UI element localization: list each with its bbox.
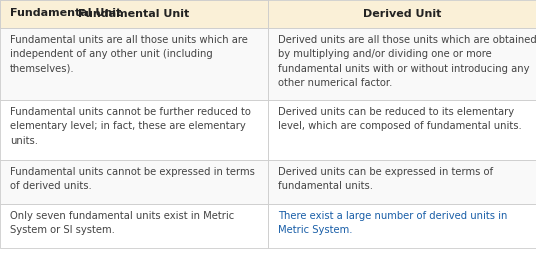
Text: Fundamental units cannot be further reduced to
elementary level; in fact, these : Fundamental units cannot be further redu… (10, 107, 251, 146)
Text: Fundamental Unit: Fundamental Unit (10, 8, 121, 18)
Text: Derived units can be reduced to its elementary
level, which are composed of fund: Derived units can be reduced to its elem… (278, 107, 522, 131)
Bar (268, 160, 536, 204)
Text: Fundamental units cannot be expressed in terms
of derived units.: Fundamental units cannot be expressed in… (10, 167, 255, 191)
Text: Derived units can be expressed in terms of
fundamental units.: Derived units can be expressed in terms … (278, 167, 493, 191)
Bar (0, 0, 268, 28)
Bar (0, 160, 268, 204)
Bar (268, 28, 536, 100)
Text: Fundamental Unit: Fundamental Unit (78, 9, 190, 19)
Bar (0, 0, 268, 28)
Bar (0, 100, 268, 160)
Bar (268, 0, 536, 28)
Text: There exist a large number of derived units in
Metric System.: There exist a large number of derived un… (278, 211, 508, 235)
Bar (0, 28, 268, 100)
Bar (268, 100, 536, 160)
Bar (0, 204, 268, 248)
Text: Only seven fundamental units exist in Metric
System or SI system.: Only seven fundamental units exist in Me… (10, 211, 234, 235)
Bar (268, 204, 536, 248)
Text: Fundamental units are all those units which are
independent of any other unit (i: Fundamental units are all those units wh… (10, 35, 248, 74)
Text: Derived units are all those units which are obtained
by multiplying and/or divid: Derived units are all those units which … (278, 35, 536, 88)
Text: Derived Unit: Derived Unit (363, 9, 441, 19)
